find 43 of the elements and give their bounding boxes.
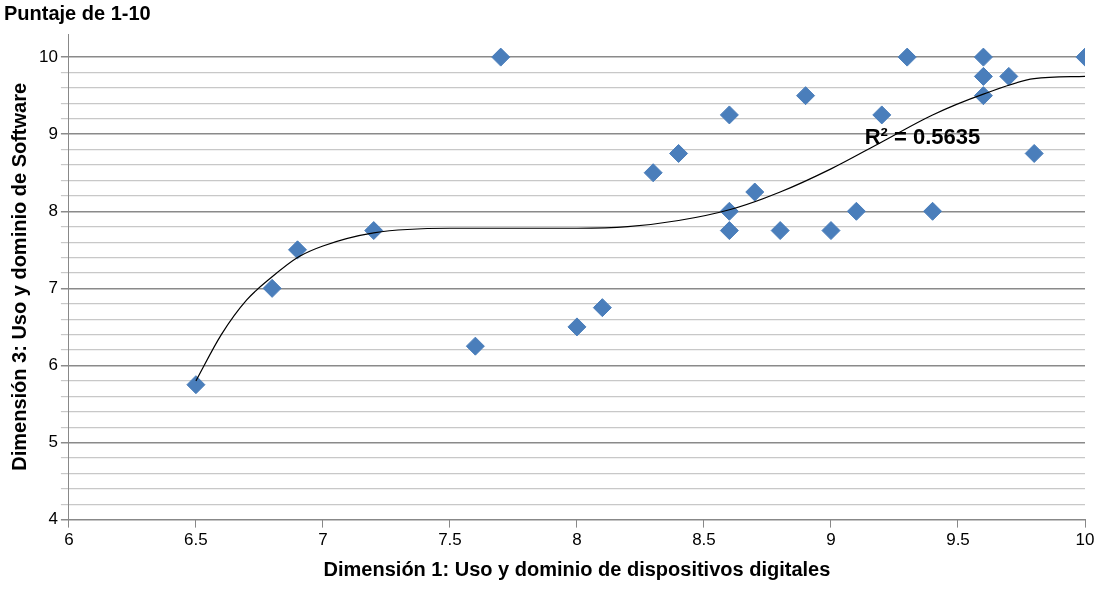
- point: [821, 221, 841, 241]
- point: [796, 86, 816, 106]
- chart-title: Puntaje de 1-10: [4, 1, 151, 24]
- y-tick-label: 7: [48, 278, 58, 298]
- point: [897, 47, 917, 67]
- x-tick-label: 10: [1075, 530, 1095, 550]
- point: [669, 143, 689, 163]
- point: [719, 105, 739, 125]
- y-tick-label: 4: [48, 509, 58, 529]
- y-tick-label: 8: [48, 200, 58, 220]
- point: [923, 201, 943, 221]
- x-tick-label: 8.5: [692, 530, 716, 550]
- point: [567, 317, 587, 337]
- point: [1024, 143, 1044, 163]
- x-tick-label: 6: [64, 530, 74, 550]
- y-tick-label: 9: [48, 123, 58, 143]
- point: [592, 298, 612, 318]
- point: [262, 278, 282, 298]
- point: [643, 163, 663, 183]
- annotation: R² = 0.5635: [864, 124, 981, 150]
- x-tick-label: 9.5: [946, 530, 970, 550]
- y-axis-title: Dimensión 3: Uso y dominio de Software: [7, 82, 30, 471]
- x-tick-label: 6.5: [184, 530, 208, 550]
- point: [745, 182, 765, 202]
- point: [973, 66, 993, 86]
- x-tick-label: 7: [318, 530, 328, 550]
- y-tick-label: 10: [38, 46, 58, 66]
- x-tick-label: 8: [572, 530, 582, 550]
- point: [465, 336, 485, 356]
- y-tick-label: 5: [48, 432, 58, 452]
- x-axis-title: Dimensión 1: Uso y dominio de dispositivos digitales: [323, 557, 831, 580]
- x-tick-label: 9: [826, 530, 836, 550]
- point: [872, 105, 892, 125]
- point: [770, 221, 790, 241]
- x-tick-label: 7.5: [438, 530, 462, 550]
- point: [491, 47, 511, 67]
- point: [846, 201, 866, 221]
- point: [288, 240, 308, 260]
- point: [973, 47, 993, 67]
- point: [186, 375, 206, 395]
- point: [999, 66, 1019, 86]
- point: [719, 221, 739, 241]
- y-tick-label: 6: [48, 355, 58, 375]
